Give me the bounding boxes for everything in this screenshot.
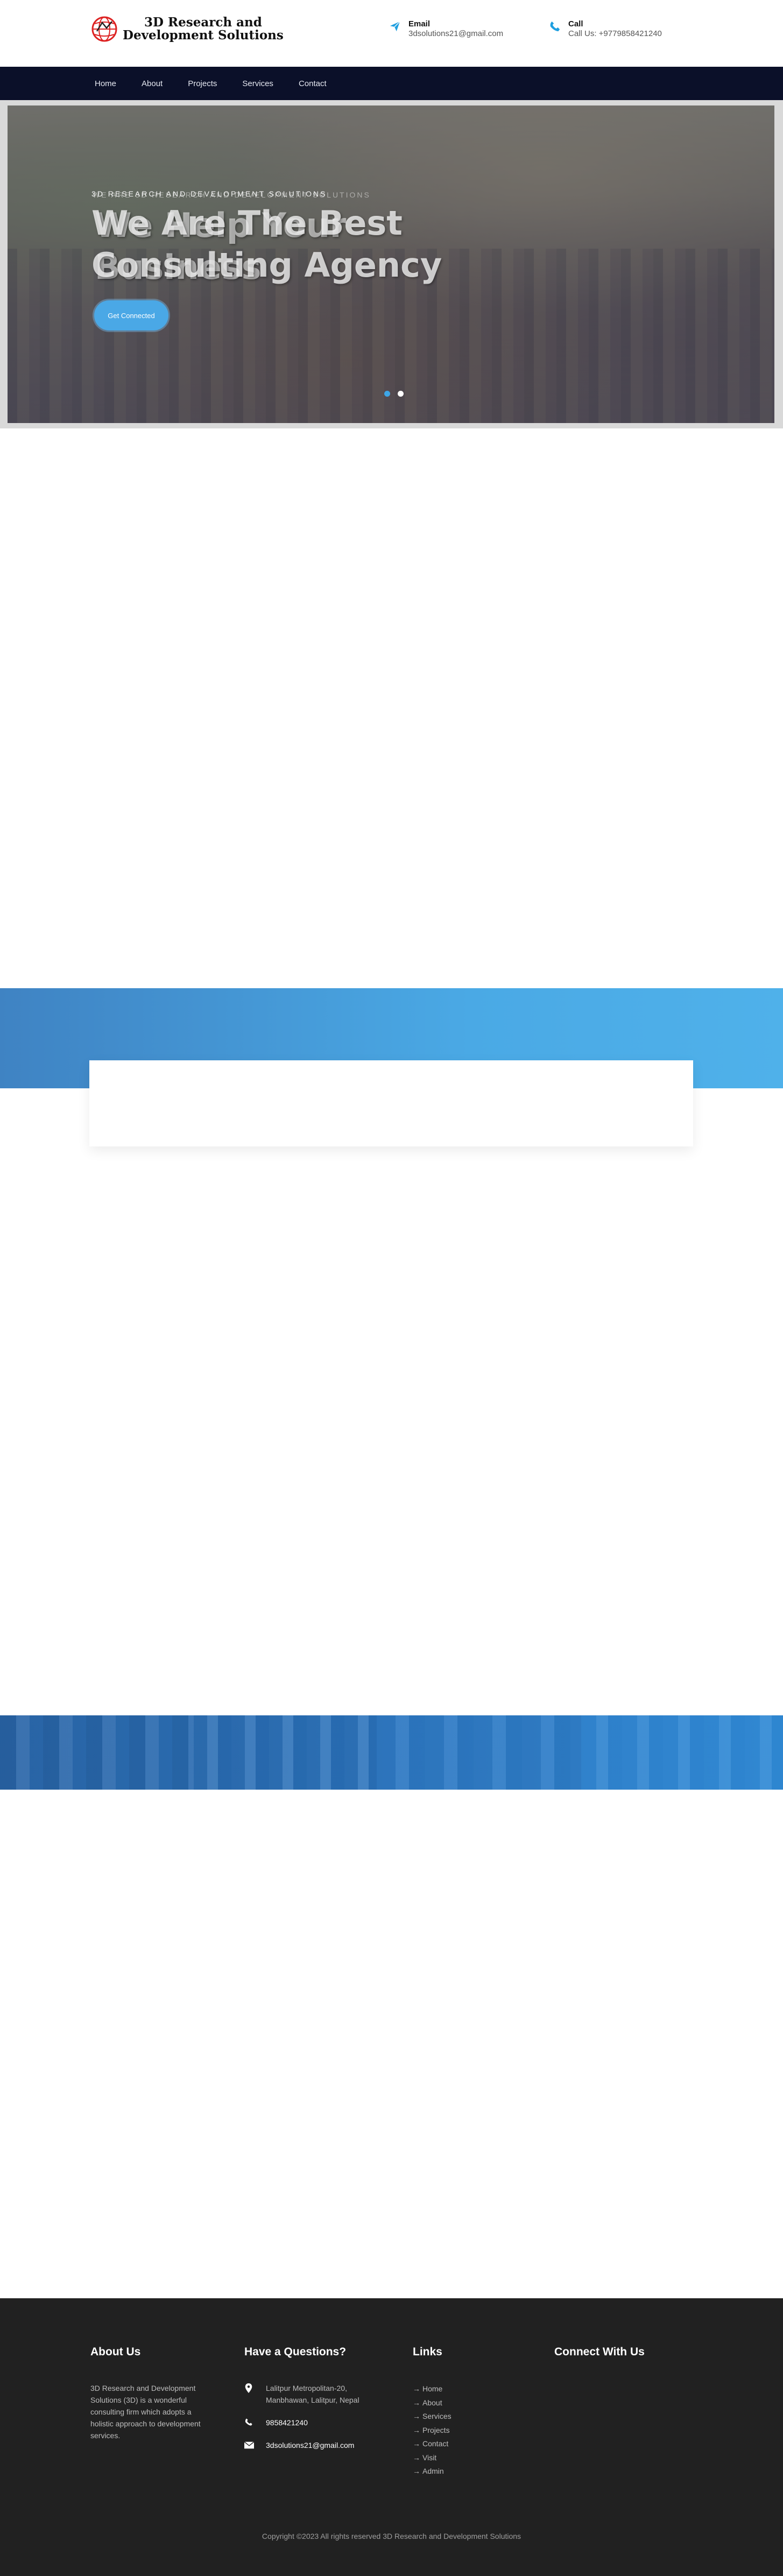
header-email[interactable]: Email 3dsolutions21@gmail.com [389, 19, 503, 39]
footer-links-title: Links [413, 2346, 442, 2358]
footer-links-list: → Home → About → Services → Projects → Contac… [413, 2382, 452, 2479]
hero-section: We are 3D Research and Development Solut… [0, 100, 783, 428]
site-logo[interactable]: 3D Research and Development Solutions [90, 15, 284, 43]
footer-address-text: Lalitpur Metropolitan-20, Manbhawan, Lal… [266, 2384, 359, 2404]
nav-item-about[interactable]: About [142, 79, 163, 88]
footer-link-visit[interactable]: → Visit [413, 2451, 452, 2465]
slider-dots [384, 391, 411, 397]
hero-title-line1: We Are The Best [91, 203, 403, 243]
globe-logo-icon [90, 15, 118, 43]
call-title: Call [568, 19, 583, 29]
footer-connect: Connect With Us [554, 2346, 645, 2382]
call-value[interactable]: Call Us: +9779858421240 [568, 29, 662, 38]
nav-item-home[interactable]: Home [95, 79, 117, 88]
email-value[interactable]: 3dsolutions21@gmail.com [408, 29, 504, 38]
footer-link-label: Visit [422, 2453, 437, 2462]
arrow-right-icon: → [413, 2425, 420, 2434]
footer-link-home[interactable]: → Home [413, 2382, 452, 2396]
photo-strip-3 [377, 1715, 581, 1790]
arrow-right-icon: → [413, 2412, 420, 2420]
footer-questions-title: Have a Questions? [244, 2346, 347, 2358]
footer-address: Lalitpur Metropolitan-20, Manbhawan, Lal… [244, 2382, 384, 2406]
hero-overlay [8, 105, 774, 423]
hero-tag-ghost: We are 3D Research and Development Solut… [93, 191, 371, 199]
arrow-right-icon: → [413, 2439, 420, 2448]
footer-link-about[interactable]: → About [413, 2396, 452, 2410]
footer-link-label: Home [422, 2384, 443, 2393]
footer-about-title: About Us [90, 2346, 141, 2358]
content-card [89, 1060, 693, 1146]
logo-text-line2: Development Solutions [123, 28, 284, 43]
envelope-icon [244, 2440, 255, 2450]
footer-link-label: About [422, 2398, 442, 2407]
copyright-text: Copyright ©2023 All rights reserved 3D R… [262, 2532, 521, 2540]
hero-background-image [8, 248, 774, 423]
footer-links: Links → Home → About → Services → Projects →… [413, 2346, 452, 2479]
footer-link-label: Admin [422, 2467, 444, 2475]
nav-menu: Home About Projects Services Contact [95, 67, 352, 100]
footer-connect-title: Connect With Us [554, 2346, 645, 2358]
email-title: Email [408, 19, 431, 29]
main-navbar: Home About Projects Services Contact [0, 67, 783, 100]
phone-icon [549, 20, 562, 33]
footer-link-label: Contact [422, 2439, 449, 2448]
site-footer: About Us 3D Research and Development Sol… [0, 2298, 783, 2576]
arrow-right-icon: → [413, 2384, 420, 2393]
get-connected-button[interactable]: Get Connected [94, 300, 168, 330]
hero-slider[interactable]: We are 3D Research and Development Solut… [8, 105, 774, 423]
footer-about-text: 3D Research and Development Solutions (3… [90, 2384, 201, 2440]
photo-strip-2 [194, 1715, 377, 1790]
nav-item-projects[interactable]: Projects [188, 79, 217, 88]
footer-link-projects[interactable]: → Projects [413, 2424, 452, 2438]
photo-strip-1 [0, 1715, 194, 1790]
footer-phone-text[interactable]: 9858421240 [266, 2418, 308, 2427]
header-call[interactable]: Call Call Us: +9779858421240 [549, 19, 662, 39]
top-header: 3D Research and Development Solutions Em… [0, 0, 783, 67]
footer-link-admin[interactable]: → Admin [413, 2465, 452, 2479]
nav-item-services[interactable]: Services [242, 79, 273, 88]
footer-link-contact[interactable]: → Contact [413, 2437, 452, 2451]
arrow-right-icon: → [413, 2467, 420, 2475]
footer-link-label: Projects [422, 2425, 450, 2434]
logo-text-line1: 3D Research and [144, 15, 262, 30]
photo-strip-4 [581, 1715, 783, 1790]
logo-text: 3D Research and Development Solutions [123, 16, 284, 42]
hero-title2-line2: Business [95, 248, 262, 287]
hero-title: We Are The Best Consulting Agency [91, 202, 442, 286]
hero-tag: 3D Research and Development Solutions [91, 189, 327, 198]
footer-link-services[interactable]: → Services [413, 2410, 452, 2424]
footer-link-label: Services [422, 2412, 452, 2420]
footer-phone[interactable]: 9858421240 [244, 2417, 384, 2429]
footer-questions: Have a Questions? Lalitpur Metropolitan-… [244, 2346, 384, 2462]
nav-item-contact[interactable]: Contact [298, 79, 327, 88]
arrow-right-icon: → [413, 2398, 420, 2407]
hero-title-line2: Consulting Agency [91, 245, 442, 285]
hero-title2-line1: We Help Your [95, 206, 347, 245]
arrow-right-icon: → [413, 2453, 420, 2462]
footer-email[interactable]: 3dsolutions21@gmail.com [244, 2439, 384, 2451]
footer-about: About Us 3D Research and Development Sol… [90, 2346, 209, 2441]
footer-email-text[interactable]: 3dsolutions21@gmail.com [266, 2441, 355, 2450]
paper-plane-icon [389, 20, 402, 33]
photo-banner [0, 1715, 783, 1790]
slider-dot-1[interactable] [384, 391, 390, 397]
phone-icon [244, 2418, 254, 2427]
map-marker-icon [244, 2383, 254, 2393]
slider-dot-2[interactable] [398, 391, 404, 397]
hero-title-secondary: We Help Your Business [95, 205, 346, 288]
